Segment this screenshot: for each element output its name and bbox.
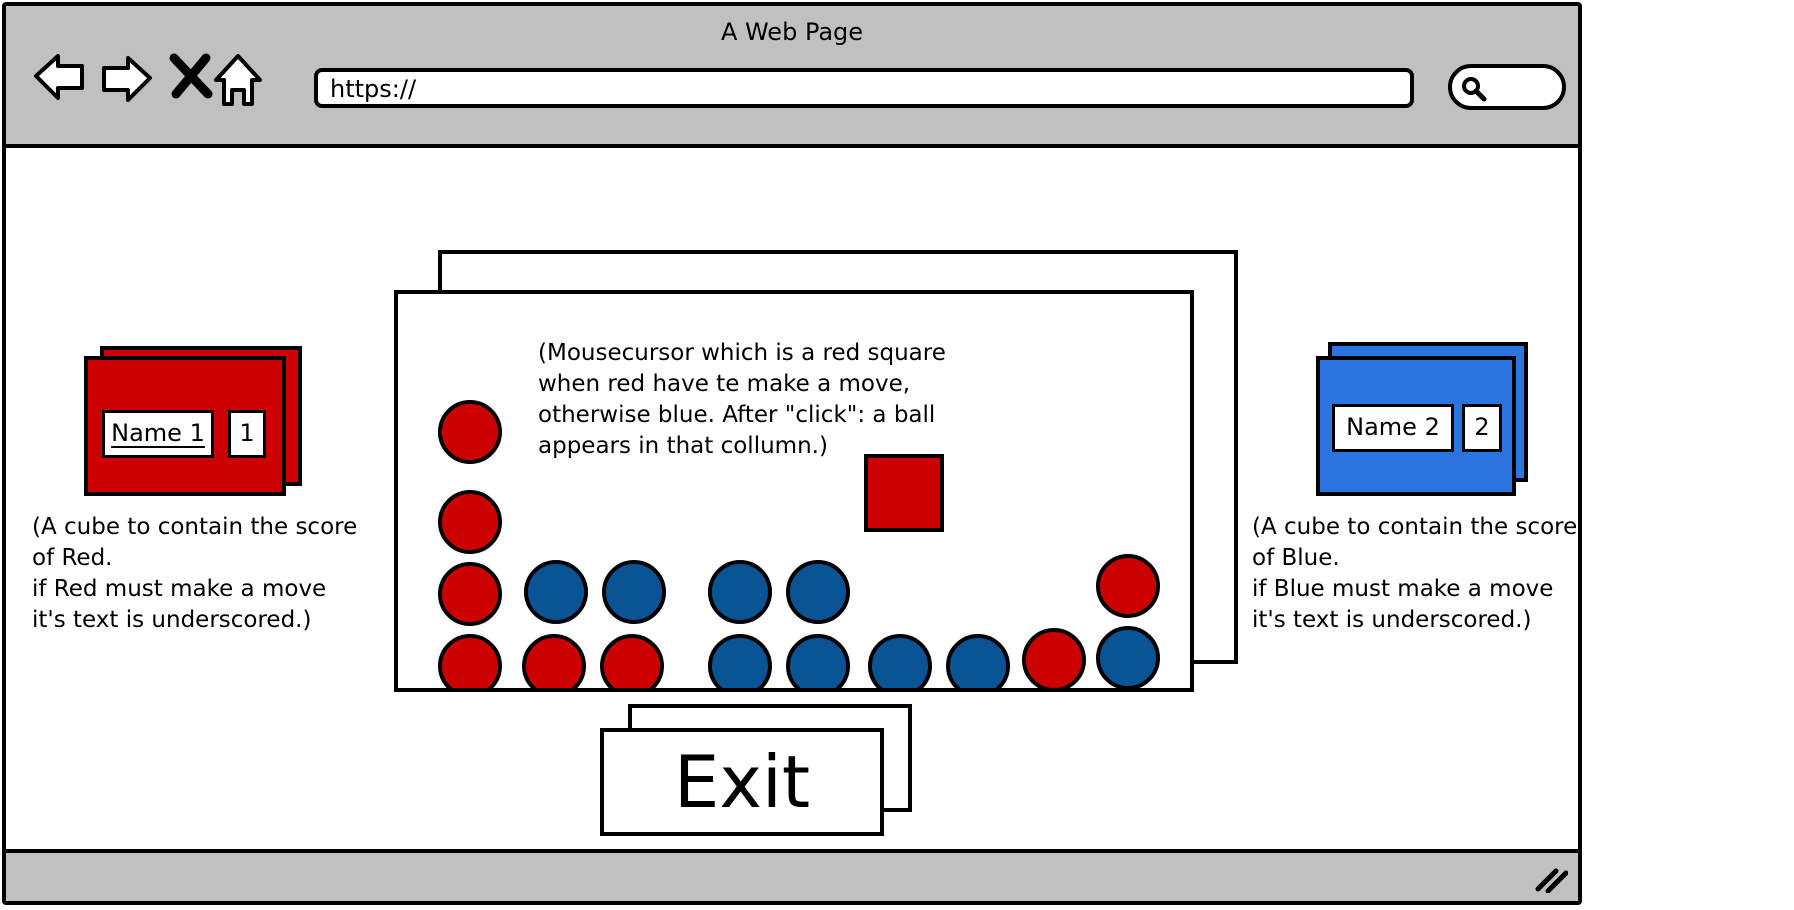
- red-player-name: Name 1: [102, 410, 214, 458]
- game-board[interactable]: (Mousecursor which is a red square when …: [394, 290, 1194, 692]
- red-ball: [522, 634, 586, 688]
- blue-ball: [946, 634, 1010, 688]
- blue-score-note: (A cube to contain the score of Blue. if…: [1252, 514, 1578, 633]
- browser-statusbar: [6, 849, 1578, 901]
- red-ball: [600, 634, 664, 688]
- back-arrow-icon[interactable]: [32, 52, 88, 108]
- blue-ball: [868, 634, 932, 688]
- exit-button[interactable]: Exit: [600, 728, 884, 836]
- window-title: A Web Page: [720, 18, 864, 46]
- url-input[interactable]: https://: [314, 68, 1414, 108]
- red-player-name-text: Name 1: [111, 419, 205, 447]
- blue-ball: [602, 560, 666, 624]
- forward-arrow-icon[interactable]: [98, 52, 154, 108]
- blue-ball: [708, 560, 772, 624]
- red-ball: [1096, 554, 1160, 618]
- mouse-cursor-square: [864, 454, 944, 532]
- search-input[interactable]: [1448, 64, 1566, 110]
- blue-ball: [708, 634, 772, 688]
- url-text: https://: [330, 75, 417, 103]
- blue-ball: [1096, 626, 1160, 688]
- red-ball: [438, 634, 502, 688]
- red-ball: [438, 490, 502, 554]
- red-score-note: (A cube to contain the score of Red. if …: [32, 514, 358, 633]
- red-ball: [1022, 628, 1086, 688]
- close-x-icon[interactable]: [164, 52, 220, 108]
- blue-score-card: Name 2 2: [1316, 356, 1516, 496]
- blue-ball: [786, 560, 850, 624]
- resize-grip-icon[interactable]: [1534, 867, 1568, 893]
- browser-titlebar: A Web Page https://: [6, 6, 1578, 148]
- red-ball: [438, 400, 502, 464]
- blue-player-score: 2: [1462, 404, 1502, 452]
- search-icon: [1462, 77, 1487, 102]
- board-cursor-note: (Mousecursor which is a red square when …: [538, 340, 946, 459]
- red-score-card: Name 1 1: [84, 356, 286, 496]
- blue-player-name: Name 2: [1332, 404, 1454, 452]
- red-ball: [438, 562, 502, 626]
- blue-ball: [786, 634, 850, 688]
- home-icon[interactable]: [212, 52, 268, 108]
- red-player-score: 1: [228, 410, 266, 458]
- blue-ball: [524, 560, 588, 624]
